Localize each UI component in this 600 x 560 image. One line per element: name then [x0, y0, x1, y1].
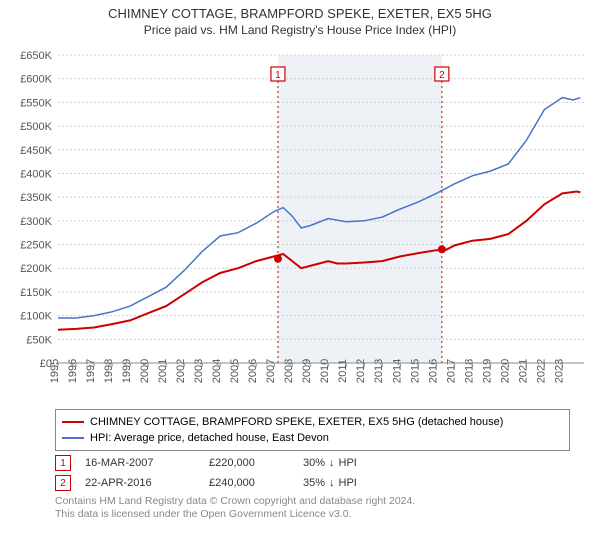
x-tick-label: 2022 [535, 359, 547, 383]
shaded-sale-period [278, 55, 442, 363]
sale-row-diff: 35% ↓ HPI [303, 477, 357, 489]
x-tick-label: 2023 [553, 359, 565, 383]
sale-row-price: £220,000 [209, 457, 289, 469]
x-tick-label: 1998 [103, 359, 115, 383]
data-source-footer: Contains HM Land Registry data © Crown c… [55, 495, 570, 521]
sale-marker-number: 1 [275, 70, 281, 81]
y-tick-label: £600K [20, 74, 52, 86]
sale-point-dot [438, 245, 446, 253]
x-tick-label: 1996 [67, 359, 79, 383]
y-tick-label: £100K [20, 311, 52, 323]
legend-item: HPI: Average price, detached house, East… [62, 430, 563, 446]
legend-swatch [62, 437, 84, 439]
legend-swatch [62, 421, 84, 423]
sale-row-diff-vs: HPI [339, 477, 357, 489]
y-tick-label: £150K [20, 287, 52, 299]
x-tick-label: 2004 [211, 359, 223, 383]
sale-row-diff: 30% ↓ HPI [303, 457, 357, 469]
x-tick-label: 2003 [193, 359, 205, 383]
sale-row: 1 16-MAR-2007 £220,000 30% ↓ HPI [55, 455, 570, 471]
chart-area: £0£50K£100K£150K£200K£250K£300K£350K£400… [8, 43, 592, 403]
x-tick-label: 2002 [175, 359, 187, 383]
x-tick-label: 2001 [157, 359, 169, 383]
x-tick-label: 2017 [445, 359, 457, 383]
x-tick-label: 2020 [499, 359, 511, 383]
legend-label: CHIMNEY COTTAGE, BRAMPFORD SPEKE, EXETER… [90, 414, 503, 430]
chart-container: CHIMNEY COTTAGE, BRAMPFORD SPEKE, EXETER… [0, 0, 600, 560]
x-tick-label: 2019 [481, 359, 493, 383]
y-tick-label: £200K [20, 263, 52, 275]
y-tick-label: £300K [20, 216, 52, 228]
sale-point-dot [274, 255, 282, 263]
x-tick-label: 2006 [247, 359, 259, 383]
footer-line-2: This data is licensed under the Open Gov… [55, 508, 570, 521]
main-title: CHIMNEY COTTAGE, BRAMPFORD SPEKE, EXETER… [0, 6, 600, 21]
y-tick-label: £250K [20, 240, 52, 252]
sale-row-marker: 1 [55, 455, 71, 471]
sale-row-diff-pct: 35% [303, 477, 325, 489]
sale-row-marker: 2 [55, 475, 71, 491]
sale-row: 2 22-APR-2016 £240,000 35% ↓ HPI [55, 475, 570, 491]
sale-row-diff-pct: 30% [303, 457, 325, 469]
x-tick-label: 1997 [85, 359, 97, 383]
legend-item: CHIMNEY COTTAGE, BRAMPFORD SPEKE, EXETER… [62, 414, 563, 430]
x-tick-label: 2018 [463, 359, 475, 383]
x-tick-label: 2008 [283, 359, 295, 383]
y-tick-label: £350K [20, 192, 52, 204]
subtitle: Price paid vs. HM Land Registry's House … [0, 23, 600, 37]
legend-label: HPI: Average price, detached house, East… [90, 430, 329, 446]
title-block: CHIMNEY COTTAGE, BRAMPFORD SPEKE, EXETER… [0, 0, 600, 37]
sale-row-date: 22-APR-2016 [85, 477, 195, 489]
x-tick-label: 2005 [229, 359, 241, 383]
arrow-down-icon: ↓ [329, 477, 335, 489]
x-tick-label: 2012 [355, 359, 367, 383]
line-chart: £0£50K£100K£150K£200K£250K£300K£350K£400… [8, 43, 592, 403]
x-tick-label: 2007 [265, 359, 277, 383]
y-tick-label: £550K [20, 97, 52, 109]
x-tick-label: 2016 [427, 359, 439, 383]
x-tick-label: 2015 [409, 359, 421, 383]
arrow-down-icon: ↓ [329, 457, 335, 469]
sale-row-price: £240,000 [209, 477, 289, 489]
x-tick-label: 2013 [373, 359, 385, 383]
sale-row-diff-vs: HPI [339, 457, 357, 469]
sale-marker-number: 2 [439, 70, 445, 81]
y-tick-label: £450K [20, 145, 52, 157]
x-tick-label: 1999 [121, 359, 133, 383]
x-tick-label: 2009 [301, 359, 313, 383]
x-tick-label: 2000 [139, 359, 151, 383]
x-tick-label: 2014 [391, 359, 403, 383]
y-tick-label: £400K [20, 168, 52, 180]
x-tick-label: 1995 [49, 359, 61, 383]
footer-line-1: Contains HM Land Registry data © Crown c… [55, 495, 570, 508]
y-tick-label: £50K [26, 334, 52, 346]
sales-table: 1 16-MAR-2007 £220,000 30% ↓ HPI 2 22-APR-2016 £… [55, 455, 570, 491]
x-tick-label: 2010 [319, 359, 331, 383]
y-tick-label: £650K [20, 50, 52, 62]
x-tick-label: 2021 [517, 359, 529, 383]
legend: CHIMNEY COTTAGE, BRAMPFORD SPEKE, EXETER… [55, 409, 570, 451]
y-tick-label: £500K [20, 121, 52, 133]
sale-row-date: 16-MAR-2007 [85, 457, 195, 469]
